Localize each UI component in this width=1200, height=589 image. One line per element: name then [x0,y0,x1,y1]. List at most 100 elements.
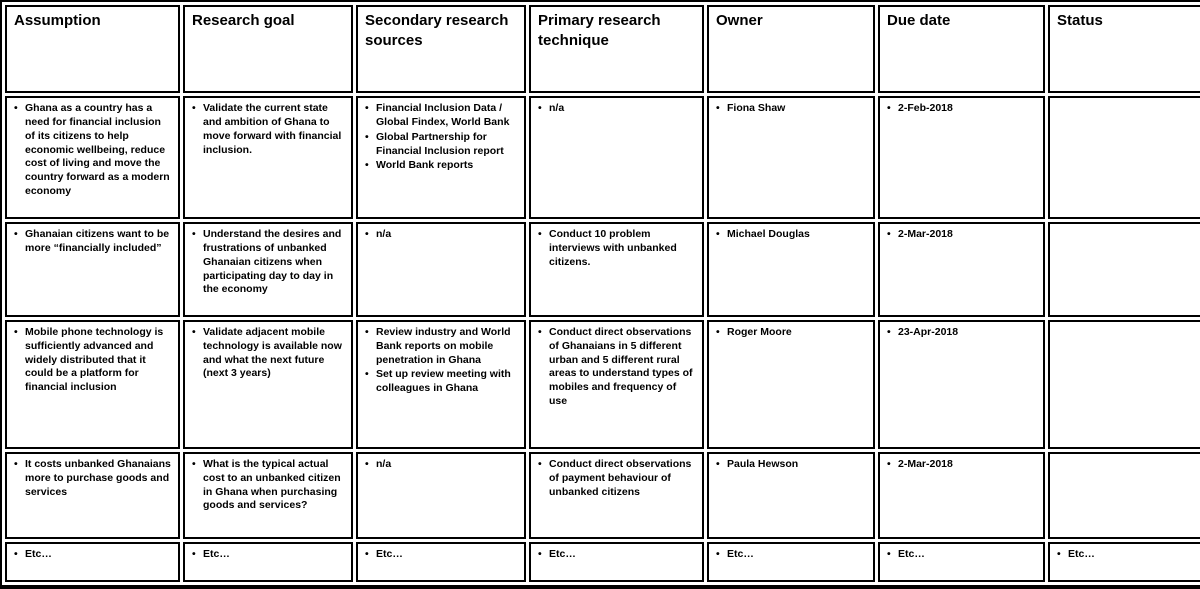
list-item: • Financial Inclusion Data / Global Finde… [365,102,518,130]
list-item: • Paula Hewson [716,458,867,472]
bullet-icon: • [716,325,720,338]
bullet-icon: • [887,547,891,560]
cell-assumption: • Etc… [5,541,180,582]
bullet-icon: • [538,228,542,241]
cell-text: Validate the current state and ambition … [203,102,342,156]
cell-text: Fiona Shaw [727,102,786,114]
cell-text: 2-Mar-2018 [898,457,953,470]
bullet-icon: • [192,102,196,114]
table-body: • Ghana as a country has a need for finan… [5,96,1200,582]
bullet-icon: • [365,228,369,241]
column-header-status: Status [1048,5,1200,93]
cell-text: It costs unbanked Ghanaians more to purc… [25,457,171,498]
cell-text: Etc… [1068,547,1095,560]
list-item: • Etc… [716,548,867,562]
bullet-icon: • [716,228,720,241]
cell-text: Paula Hewson [727,457,799,470]
cell-text: World Bank reports [376,159,474,172]
bullet-icon: • [1057,547,1061,560]
list-item: • n/a [365,228,518,242]
cell-research-goal: • Validate adjacent mobile technology is … [183,319,353,449]
cell-secondary-research-sources: • n/a [356,222,526,317]
cell-text: What is the typical actual cost to an un… [203,457,341,512]
bullet-icon: • [14,102,18,114]
list-item: • 2-Feb-2018 [887,102,1037,116]
list-item: • Fiona Shaw [716,102,867,116]
bullet-icon: • [365,457,369,470]
bullet-icon: • [14,325,18,338]
cell-text: Understand the desires and frustrations … [203,228,342,296]
bullet-icon: • [716,102,720,114]
list-item: • 23-Apr-2018 [887,326,1037,340]
bullet-icon: • [716,547,720,560]
list-item: • Roger Moore [716,326,867,340]
list-item: • Conduct 10 problem interviews with unba… [538,228,696,270]
cell-text: Etc… [376,547,403,560]
cell-status [1048,96,1200,220]
cell-primary-research-technique: • Conduct direct observations of Ghanaian… [529,319,704,449]
cell-text: Etc… [898,547,925,560]
column-header-due-date: Due date [878,5,1045,93]
header-row: Assumption Research goal Secondary resea… [5,5,1200,93]
cell-text: Ghanaian citizens want to be more “finan… [25,228,170,254]
cell-text: Michael Douglas [727,228,810,241]
cell-assumption: • Ghana as a country has a need for finan… [5,96,180,220]
cell-primary-research-technique: • Etc… [529,541,704,582]
bullet-icon: • [365,368,369,381]
cell-secondary-research-sources: • Etc… [356,541,526,582]
cell-assumption: • Ghanaian citizens want to be more “fina… [5,222,180,317]
table-row: • It costs unbanked Ghanaians more to pur… [5,451,1200,539]
cell-owner: • Paula Hewson [707,451,875,539]
column-header-owner: Owner [707,5,875,93]
cell-secondary-research-sources: • Financial Inclusion Data / Global Finde… [356,96,526,220]
bullet-icon: • [192,547,196,560]
cell-text: Ghana as a country has a need for financ… [25,102,170,198]
cell-status [1048,319,1200,449]
bullet-icon: • [887,325,891,338]
cell-secondary-research-sources: • Review industry and World Bank reports … [356,319,526,449]
cell-text: n/a [376,457,392,470]
column-header-research-goal: Research goal [183,5,353,93]
bullet-icon: • [192,325,196,338]
list-item: • What is the typical actual cost to an u… [192,458,345,513]
cell-text: Global Partnership for Financial Inclusi… [376,130,504,157]
bullet-icon: • [887,228,891,241]
cell-primary-research-technique: • Conduct direct observations of payment … [529,451,704,539]
cell-primary-research-technique: • Conduct 10 problem interviews with unba… [529,222,704,317]
cell-text: Conduct 10 problem interviews with unban… [549,228,677,268]
cell-text: n/a [549,102,565,114]
cell-status [1048,222,1200,317]
cell-text: Financial Inclusion Data / Global Findex… [376,102,510,128]
cell-text: Conduct direct observations of Ghanaians… [549,325,693,408]
cell-due-date: • 2-Mar-2018 [878,222,1045,317]
bullet-icon: • [716,457,720,470]
column-header-assumption: Assumption [5,5,180,93]
list-item: • 2-Mar-2018 [887,228,1037,242]
list-item: • Global Partnership for Financial Inclus… [365,131,518,159]
cell-research-goal: • Validate the current state and ambition… [183,96,353,220]
list-item: • World Bank reports [365,159,518,173]
list-item: • Michael Douglas [716,228,867,242]
bullet-icon: • [14,457,18,470]
cell-due-date: • 2-Feb-2018 [878,96,1045,220]
cell-text: 2-Feb-2018 [898,102,953,114]
cell-text: 23-Apr-2018 [898,325,959,338]
cell-text: Conduct direct observations of payment b… [549,457,692,498]
cell-text: Etc… [549,547,576,560]
list-item: • Ghanaian citizens want to be more “fina… [14,228,172,256]
list-item: • Conduct direct observations of payment … [538,458,696,500]
list-item: • n/a [365,458,518,472]
cell-text: 2-Mar-2018 [898,228,953,241]
cell-text: Mobile phone technology is sufficiently … [25,325,164,394]
cell-text: Etc… [203,547,230,560]
cell-assumption: • It costs unbanked Ghanaians more to pur… [5,451,180,539]
cell-text: Etc… [25,547,52,560]
list-item: • Validate adjacent mobile technology is … [192,326,345,381]
bullet-icon: • [192,457,196,470]
cell-text: Validate adjacent mobile technology is a… [203,325,342,380]
column-header-primary-research-technique: Primary research technique [529,5,704,93]
bullet-icon: • [365,325,369,338]
list-item: • Ghana as a country has a need for finan… [14,102,172,199]
list-item: • Etc… [192,548,345,562]
